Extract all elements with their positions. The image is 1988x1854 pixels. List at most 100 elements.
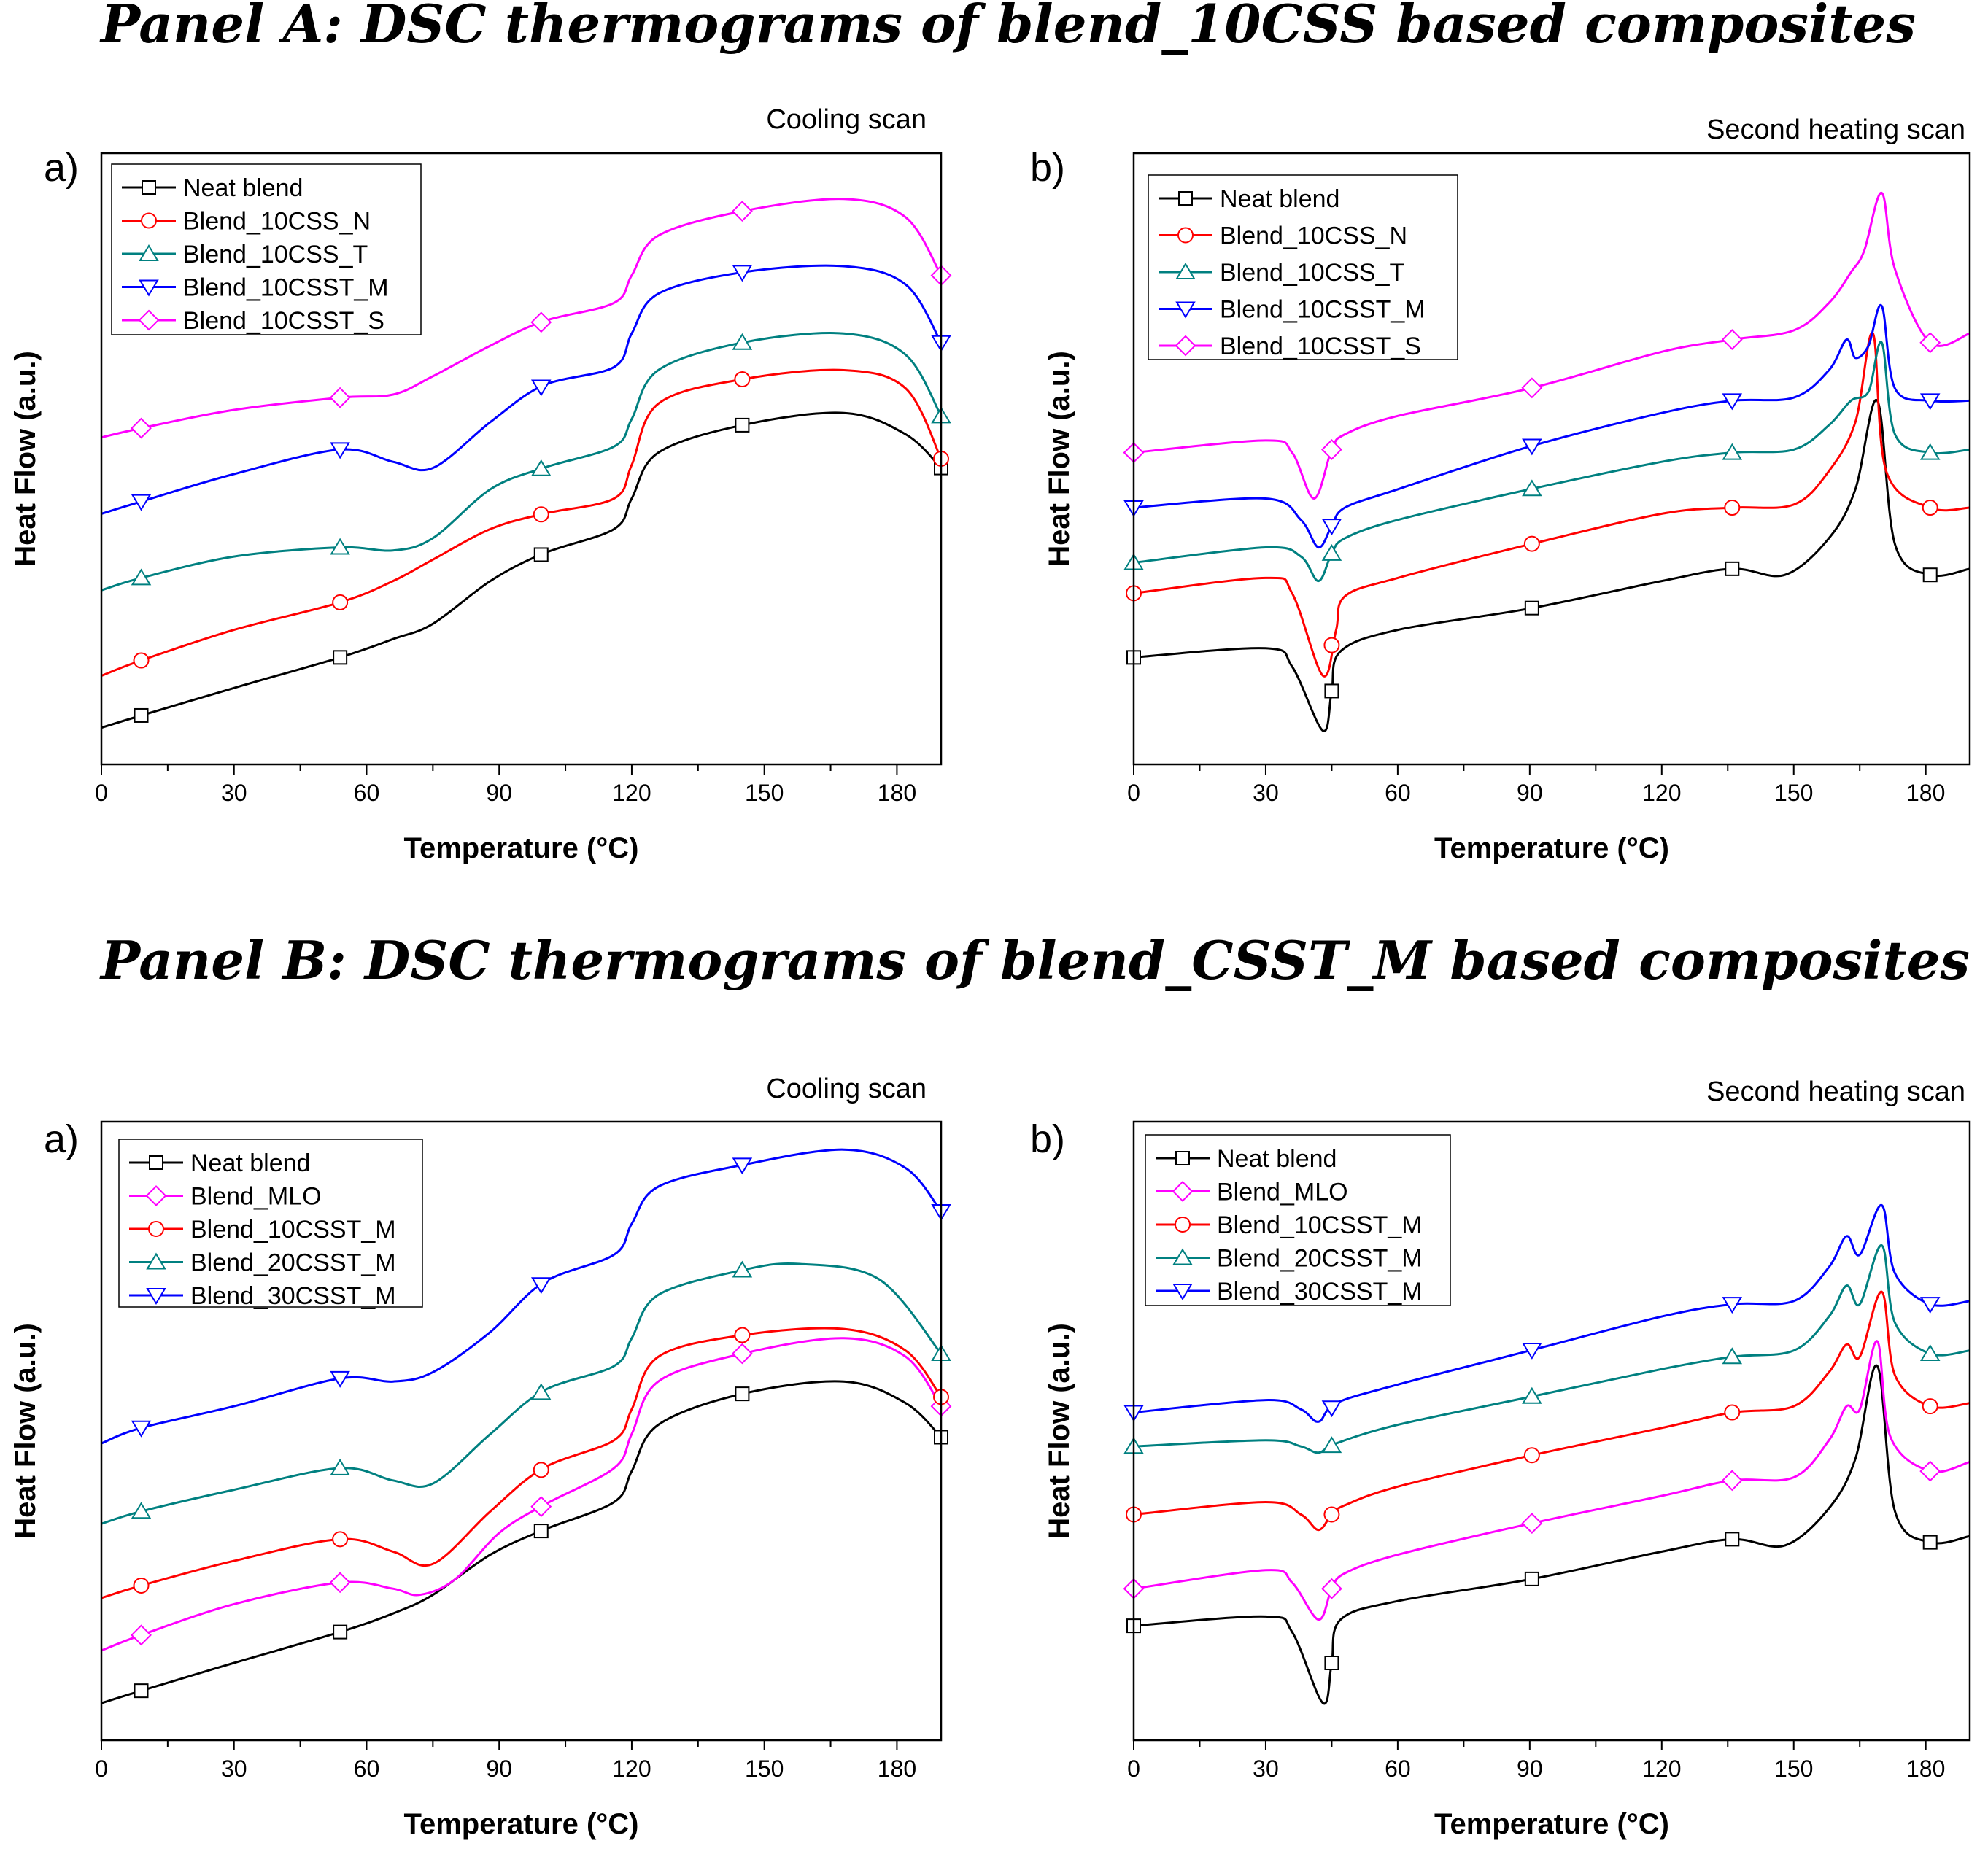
legend: Neat blend Blend_MLO Blend_10CSST_M Blend_2…: [1145, 1134, 1451, 1306]
series-4-marker-1: [330, 1370, 350, 1388]
subplot-letter: a): [44, 146, 79, 190]
legend-marker-2: [139, 244, 159, 261]
series-0-marker-3: [1725, 1532, 1740, 1547]
series-1-marker-1: [1321, 1578, 1342, 1599]
series-0-marker-3: [1725, 561, 1740, 576]
legend-marker-3: [1175, 301, 1196, 319]
series-3-marker-0: [131, 494, 152, 511]
legend-label-3: Blend_20CSST_M: [190, 1249, 396, 1277]
series-line-2: [1134, 1290, 1970, 1532]
x-tick-label-3: 90: [486, 1756, 512, 1782]
x-tick-label-4: 120: [612, 780, 651, 806]
x-tick-label-5: 150: [745, 780, 784, 806]
series-1-marker-4: [1922, 500, 1938, 516]
series-3-marker-1: [330, 442, 350, 459]
series-2-marker-3: [1724, 1404, 1741, 1421]
legend-label-1: Blend_MLO: [1217, 1179, 1348, 1206]
series-line-4: [1134, 191, 1970, 500]
series-0-marker-2: [1524, 1571, 1539, 1586]
x-tick-label-6: 180: [1906, 780, 1945, 806]
legend: Neat blend Blend_MLO Blend_10CSST_M Blend_2…: [118, 1139, 423, 1310]
series-0-marker-1: [1324, 1656, 1339, 1670]
x-axis-label: Temperature (°C): [404, 1808, 639, 1840]
series-3-marker-1: [1321, 519, 1342, 536]
legend-label-2: Blend_10CSS_T: [1220, 259, 1404, 287]
legend-label-0: Neat blend: [183, 174, 303, 202]
scan-label: Second heating scan: [1706, 115, 1965, 145]
x-axis-label: Temperature (°C): [404, 832, 639, 864]
series-2-marker-0: [131, 568, 152, 586]
series-1-marker-1: [1323, 637, 1340, 653]
series-3-marker-2: [530, 1383, 552, 1400]
scan-label: Cooling scan: [766, 1074, 927, 1104]
series-3-marker-1: [330, 1458, 350, 1475]
series-0-marker-2: [533, 1524, 549, 1539]
legend-marker-0: [1175, 1151, 1190, 1165]
series-2-marker-4: [1922, 1398, 1938, 1415]
legend-label-4: Blend_10CSST_S: [183, 307, 384, 335]
legend-box: [118, 1139, 423, 1308]
panel-b-title: Panel B: DSC thermograms of blend_CSST_M…: [99, 929, 1970, 991]
subplot-letter: b): [1030, 146, 1065, 190]
legend: Neat blend Blend_10CSS_N Blend_10CSS_T Blen…: [1148, 174, 1458, 360]
series-3-marker-4: [1919, 393, 1941, 411]
legend-label-3: Blend_10CSST_M: [183, 274, 389, 302]
x-tick-label-2: 60: [1385, 1756, 1411, 1782]
series-3-marker-1: [1321, 1436, 1342, 1454]
legend-marker-0: [142, 180, 156, 195]
series-4-marker-0: [131, 1420, 152, 1438]
series-4-marker-3: [732, 1157, 753, 1175]
series-line-3: [1134, 303, 1970, 548]
legend-label-2: Blend_10CSS_T: [183, 241, 368, 268]
x-tick-label-3: 90: [486, 780, 512, 806]
legend-label-4: Blend_30CSST_M: [190, 1282, 396, 1310]
series-2-marker-1: [1323, 1506, 1340, 1523]
series-0-marker-4: [1922, 567, 1938, 583]
legend-label-1: Blend_10CSS_N: [183, 208, 371, 236]
series-1-marker-3: [1721, 1470, 1743, 1492]
legend-marker-0: [1178, 191, 1193, 206]
series-4-marker-3: [1721, 329, 1743, 351]
series-4-marker-1: [1321, 439, 1342, 460]
series-1-marker-3: [1724, 500, 1741, 516]
series-1-marker-1: [332, 594, 349, 610]
x-tick-label-5: 150: [745, 1756, 784, 1782]
series-0-marker-2: [1524, 600, 1539, 616]
series-1-marker-2: [1521, 1513, 1543, 1534]
series-2-marker-3: [734, 1327, 751, 1343]
series-3-marker-2: [1522, 1386, 1542, 1404]
x-tick-label-2: 60: [1385, 780, 1411, 806]
series-2-marker-2: [1523, 1447, 1540, 1464]
x-tick-label-1: 30: [221, 780, 247, 806]
series-0-marker-2: [533, 547, 549, 562]
legend-marker-2: [1175, 1217, 1191, 1233]
scan-label: Second heating scan: [1706, 1077, 1965, 1107]
series-1-marker-3: [731, 1343, 753, 1365]
y-axis-label: Heat Flow (a.u.): [1043, 351, 1075, 567]
series-4-marker-4: [1919, 332, 1941, 354]
y-axis-label: Heat Flow (a.u.): [9, 351, 42, 567]
series-line-0: [101, 411, 941, 729]
legend-marker-4: [1175, 335, 1196, 357]
series-1-marker-2: [530, 1496, 552, 1518]
series-1-marker-0: [133, 652, 150, 669]
series-0-marker-3: [735, 417, 750, 433]
series-3-marker-3: [1722, 1347, 1743, 1365]
legend-label-1: Blend_MLO: [190, 1183, 322, 1211]
series-0-marker-1: [1324, 683, 1339, 699]
series-4-marker-2: [530, 311, 552, 333]
legend-marker-1: [1177, 227, 1194, 244]
series-line-4: [1134, 1203, 1970, 1423]
series-3-marker-0: [131, 1502, 152, 1519]
series-line-3: [1134, 1244, 1970, 1454]
x-tick-label-3: 90: [1517, 780, 1543, 806]
series-4-marker-1: [329, 387, 351, 408]
series-0-marker-1: [333, 1624, 348, 1640]
series-2-marker-3: [1722, 443, 1743, 460]
series-line-1: [101, 368, 941, 677]
series-line-1: [1134, 332, 1970, 678]
series-line-0: [1134, 398, 1970, 732]
legend-marker-4: [146, 1288, 166, 1305]
series-1-marker-1: [329, 1572, 351, 1594]
